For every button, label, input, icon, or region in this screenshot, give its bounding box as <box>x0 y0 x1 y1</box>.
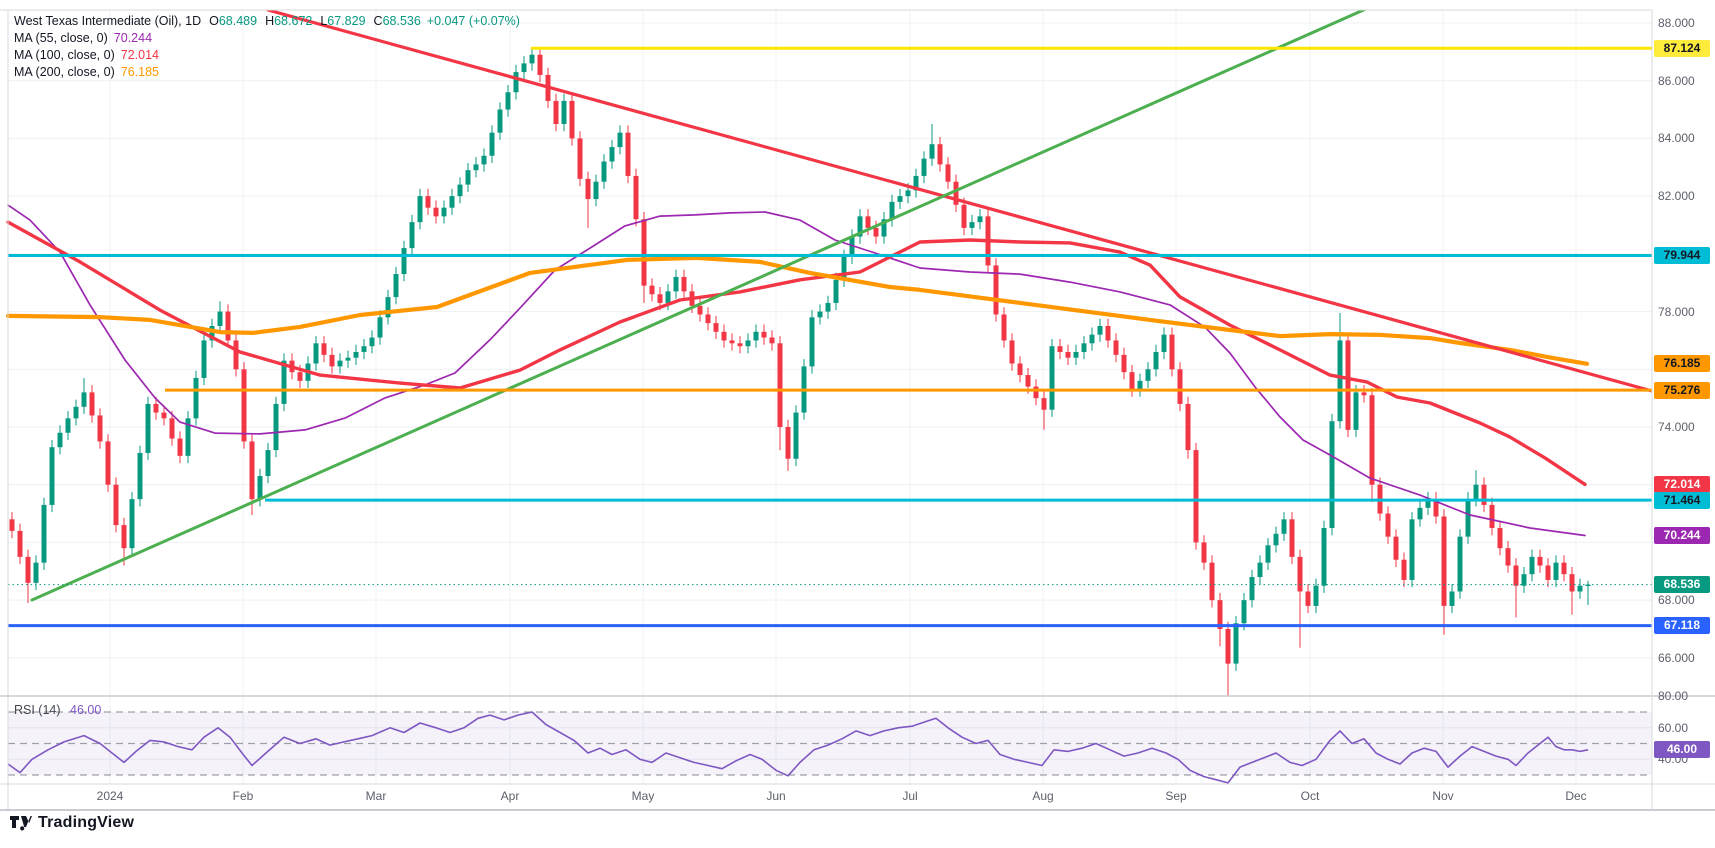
ma200-label: MA (200, close, 0) <box>14 65 115 79</box>
ma200-value: 76.185 <box>120 65 159 79</box>
price-tick-78.000: 78.000 <box>1658 304 1695 319</box>
tradingview-logo-text: TradingView <box>38 814 135 831</box>
tradingview-logo-icon <box>10 815 32 830</box>
symbol-legend-row[interactable]: West Texas Intermediate (Oil), 1D O68.48… <box>14 13 520 30</box>
price-tick-74.000: 74.000 <box>1658 419 1695 434</box>
low-value: 67.829 <box>327 14 366 28</box>
price-tick-68.000: 68.000 <box>1658 593 1695 608</box>
close-value: 68.536 <box>382 14 421 28</box>
price-label-75.276: 75.276 <box>1654 381 1710 399</box>
time-tick-Jun: Jun <box>766 789 786 803</box>
change-value: +0.047 (+0.07%) <box>426 14 520 28</box>
price-axis[interactable]: 88.000 86.000 84.000 82.000 78.000 74.000 68.0… <box>1652 0 1715 810</box>
price-tick-86.000: 86.000 <box>1658 73 1695 88</box>
price-label-46.00: 46.00 <box>1654 741 1710 759</box>
time-tick-2024: 2024 <box>96 789 124 803</box>
rsi-value: 46.00 <box>70 703 102 717</box>
rsi-line <box>7 711 1589 784</box>
open-label: O <box>209 14 219 28</box>
descending-trendline <box>266 10 1652 393</box>
price-label-68.536: 68.536 <box>1654 576 1710 594</box>
time-tick-Oct: Oct <box>1300 789 1320 803</box>
time-tick-Sep: Sep <box>1165 789 1187 803</box>
price-label-71.464: 71.464 <box>1654 491 1710 509</box>
rsi-tick-80.00: 80.00 <box>1658 689 1689 704</box>
high-label: H <box>265 14 275 28</box>
chart-legend: West Texas Intermediate (Oil), 1D O68.48… <box>14 13 520 81</box>
open-value: 68.489 <box>218 14 258 28</box>
ascending-trendline <box>30 10 1368 602</box>
price-label-67.118: 67.118 <box>1654 617 1710 635</box>
price-label-72.014: 72.014 <box>1654 475 1710 493</box>
time-tick-Aug: Aug <box>1032 789 1054 803</box>
symbol-title: West Texas Intermediate (Oil), 1D <box>14 14 202 28</box>
price-tick-84.000: 84.000 <box>1658 131 1695 146</box>
ma55-legend-row[interactable]: MA (55, close, 0) 70.244 <box>14 30 520 47</box>
time-tick-Feb: Feb <box>232 789 254 803</box>
price-tick-66.000: 66.000 <box>1658 650 1695 665</box>
price-label-70.244: 70.244 <box>1654 526 1710 544</box>
close-label: C <box>373 14 383 28</box>
time-tick-Apr: Apr <box>500 789 520 803</box>
time-tick-Nov: Nov <box>1432 789 1454 803</box>
time-tick-Mar: Mar <box>365 789 387 803</box>
ma100-legend-row[interactable]: MA (100, close, 0) 72.014 <box>14 47 520 64</box>
ma55-value: 70.244 <box>113 31 153 45</box>
rsi-tick-60.00: 60.00 <box>1658 720 1689 735</box>
time-tick-May: May <box>631 789 655 803</box>
ma100-value: 72.014 <box>120 48 159 62</box>
price-label-79.944: 79.944 <box>1654 246 1710 264</box>
rsi-title: RSI (14) <box>14 703 61 717</box>
time-tick-Dec: Dec <box>1565 789 1587 803</box>
low-label: L <box>320 14 328 28</box>
ma200-legend-row[interactable]: MA (200, close, 0) 76.185 <box>14 64 520 81</box>
high-value: 68.672 <box>274 14 313 28</box>
tradingview-logo[interactable]: TradingView <box>10 814 134 832</box>
price-label-87.124: 87.124 <box>1654 39 1710 57</box>
time-axis[interactable]: 2024 Feb Mar Apr May Jun Jul Aug Sep Oct Nov Dec <box>0 784 1652 810</box>
price-tick-88.000: 88.000 <box>1658 16 1695 30</box>
rsi-legend-row[interactable]: RSI (14) 46.00 <box>14 703 101 717</box>
candles <box>9 48 1591 696</box>
price-tick-82.000: 82.000 <box>1658 189 1695 204</box>
ma200-line <box>5 255 1590 366</box>
ma55-label: MA (55, close, 0) <box>14 31 108 45</box>
main-pane <box>5 10 1652 696</box>
ma100-label: MA (100, close, 0) <box>14 48 115 62</box>
price-label-76.185: 76.185 <box>1654 355 1710 373</box>
time-tick-Jul: Jul <box>902 789 918 803</box>
ma55-line <box>7 204 1586 537</box>
ma100-line <box>6 220 1587 487</box>
